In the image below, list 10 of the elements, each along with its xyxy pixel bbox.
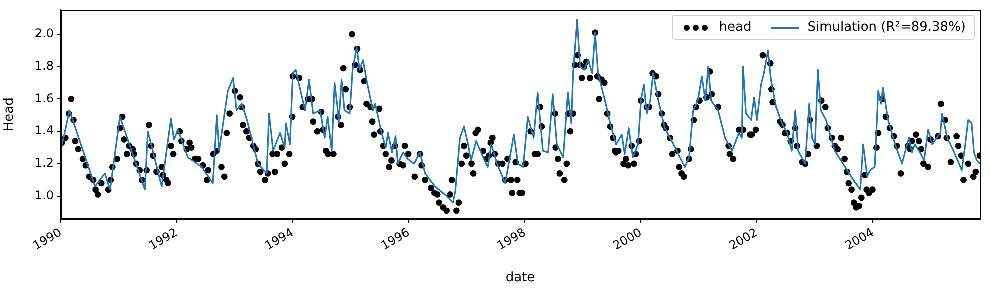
y-tick-label: 1.4	[34, 124, 54, 138]
y-tick-label: 1.8	[34, 58, 54, 73]
y-axis-title: Head	[2, 98, 18, 132]
y-tick-label: 1.2	[34, 156, 54, 170]
y-tick-label: 2.0	[34, 26, 54, 41]
legend-label: head	[719, 20, 752, 35]
y-tick-label: 1.6	[34, 91, 54, 106]
y-tick-label: 1.0	[34, 188, 54, 202]
legend-label: Simulation (R²=89.38%)	[808, 20, 966, 35]
x-axis-title: date	[506, 270, 536, 286]
